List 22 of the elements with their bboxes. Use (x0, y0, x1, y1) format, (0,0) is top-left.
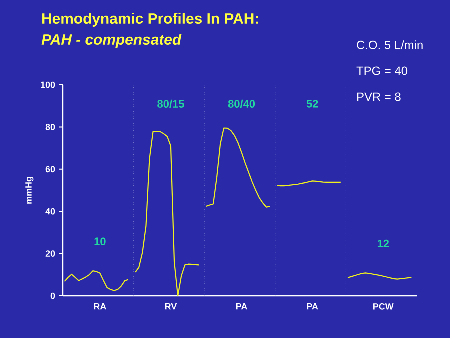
annotation: 80/15 (158, 100, 184, 108)
y-tick-label: 80 (46, 124, 56, 130)
annotation: 10 (94, 238, 106, 246)
y-tick-label: 20 (46, 250, 56, 257)
y-axis-title: mmHg (26, 177, 34, 204)
annotation: PVR = 8 (358, 92, 401, 102)
x-tick-label: PA (236, 304, 248, 310)
chart-subtitle: PAH - compensated (42, 34, 182, 48)
annotation: 80/40 (228, 100, 256, 108)
text: C.O. 5 L/min (357, 40, 423, 50)
chart-title: Hemodynamic Profiles In PAH: (42, 13, 258, 27)
text: TPG = 40 (356, 66, 408, 76)
x-tick-label: PA (307, 304, 318, 310)
annotation: 52 (306, 100, 318, 108)
annotation: 12 (378, 240, 390, 248)
x-tick-label: RV (165, 304, 178, 310)
y-tick-label: 40 (46, 208, 56, 215)
x-tick-label: PCW (374, 304, 394, 310)
y-tick-label: 60 (46, 166, 56, 173)
y-tick-label: 0 (50, 292, 56, 300)
y-tick-label: 100 (41, 82, 56, 88)
x-tick-label: RA (94, 304, 106, 310)
